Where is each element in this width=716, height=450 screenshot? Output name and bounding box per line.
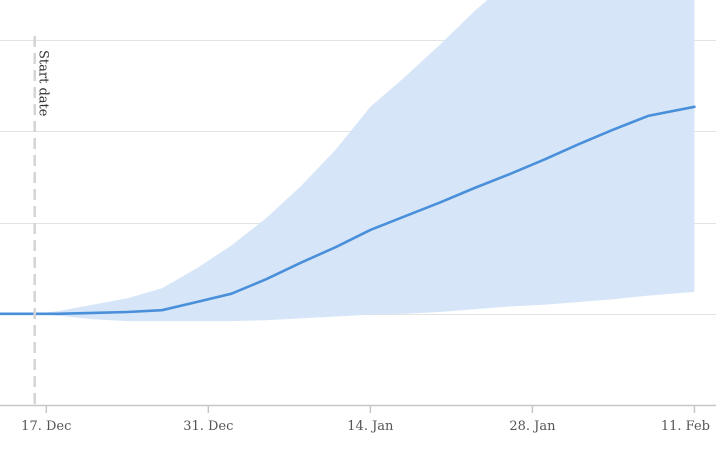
x-tick-label-0: 17. Dec [21, 419, 71, 434]
median-line [0, 105, 696, 316]
x-axis: 17. Dec 31. Dec 14. Jan 28. Jan 11. Feb [0, 404, 716, 434]
uncertainty-band [34, 0, 695, 322]
x-tick-label-2: 14. Jan [347, 419, 394, 434]
x-tick-label-4: 11. Feb [661, 419, 710, 434]
band-layer [34, 0, 695, 322]
line-layer [0, 105, 696, 316]
x-tick-label-3: 28. Jan [509, 419, 556, 434]
start-date-label: Start date [36, 50, 51, 117]
annotation-layer: Start date [33, 36, 51, 405]
x-tick-label-1: 31. Dec [183, 419, 233, 434]
